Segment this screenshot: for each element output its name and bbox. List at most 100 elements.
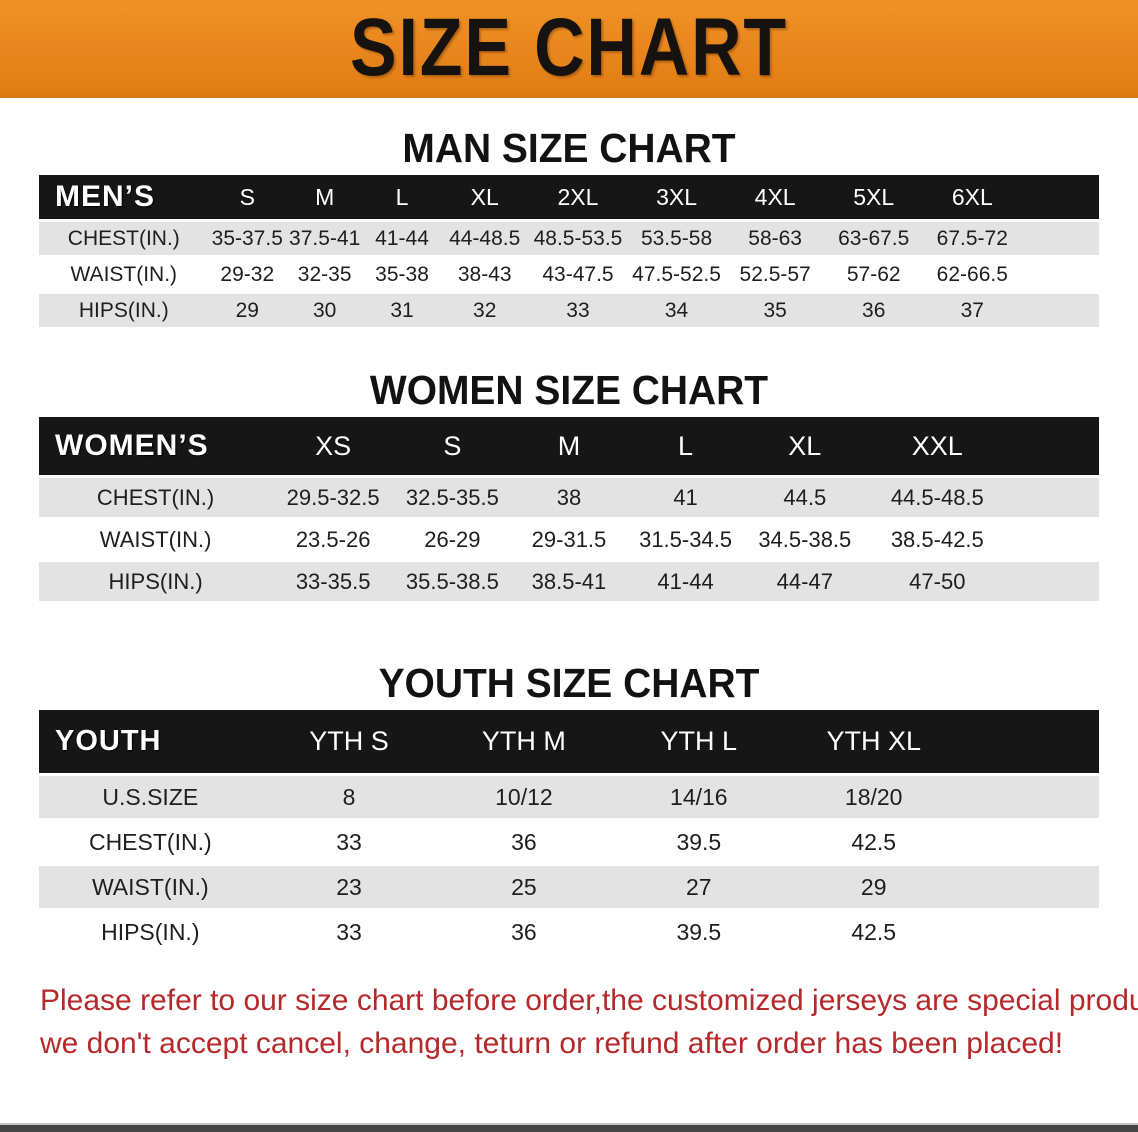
men-size-col-header: 2XL [528, 175, 628, 219]
men-header-row: MEN’S S M L XL 2XL 3XL 4XL 5XL 6XL [39, 175, 1099, 219]
cell: 37.5-41 [285, 222, 364, 255]
cell: 36 [436, 821, 612, 863]
cell: 33-35.5 [272, 562, 395, 601]
row-label: WAIST(IN.) [39, 258, 209, 291]
cell: 10/12 [436, 776, 612, 818]
spacer-cell [1021, 258, 1099, 291]
row-label: CHEST(IN.) [39, 222, 209, 255]
spacer-cell [1008, 478, 1099, 517]
cell: 34 [627, 294, 726, 327]
row-label: WAIST(IN.) [39, 866, 262, 908]
cell: 36 [436, 911, 612, 953]
row-label: HIPS(IN.) [39, 294, 209, 327]
men-size-col-header: 5XL [824, 175, 923, 219]
banner: SIZE CHART [0, 0, 1138, 98]
cell: 34.5-38.5 [743, 520, 866, 559]
cell: 35-38 [363, 258, 441, 291]
order-notice: Please refer to our size chart before or… [40, 980, 1138, 1065]
youth-size-col-header: YTH L [611, 710, 787, 773]
cell: 32 [440, 294, 529, 327]
row-label: HIPS(IN.) [39, 911, 262, 953]
men-size-col-header: 6XL [923, 175, 1022, 219]
cell: 63-67.5 [824, 222, 923, 255]
youth-section-heading: YOUTH SIZE CHART [378, 660, 760, 706]
cell: 29 [786, 866, 962, 908]
women-size-col-header: XL [743, 417, 866, 475]
cell: 23.5-26 [272, 520, 395, 559]
cell: 27 [611, 866, 787, 908]
man-section-heading: MAN SIZE CHART [402, 125, 736, 171]
banner-title: SIZE CHART [350, 1, 788, 94]
cell: 31.5-34.5 [627, 520, 744, 559]
cell: 37 [923, 294, 1022, 327]
row-label: CHEST(IN.) [39, 821, 262, 863]
cell: 31 [363, 294, 441, 327]
row-label: HIPS(IN.) [39, 562, 273, 601]
spacer-cell [961, 776, 1099, 818]
youth-size-col-header: YTH M [436, 710, 612, 773]
spacer-cell [1021, 294, 1099, 327]
women-waist-row: WAIST(IN.) 23.5-26 26-29 29-31.5 31.5-34… [39, 520, 1099, 559]
cell: 53.5-58 [627, 222, 726, 255]
women-chest-row: CHEST(IN.) 29.5-32.5 32.5-35.5 38 41 44.… [39, 478, 1099, 517]
cell: 29.5-32.5 [272, 478, 395, 517]
cell: 39.5 [611, 821, 787, 863]
spacer-cell [961, 911, 1099, 953]
youth-size-col-header: YTH S [261, 710, 437, 773]
spacer-cell [1008, 520, 1099, 559]
youth-table-label: YOUTH [39, 710, 262, 773]
cell: 41-44 [627, 562, 744, 601]
men-size-col-header: S [208, 175, 286, 219]
youth-header-row: YOUTH YTH S YTH M YTH L YTH XL [39, 710, 1099, 773]
cell: 57-62 [824, 258, 923, 291]
cell: 33 [528, 294, 628, 327]
cell: 29-31.5 [510, 520, 628, 559]
spacer-cell [1021, 222, 1099, 255]
cell: 38.5-41 [510, 562, 628, 601]
men-size-col-header: 4XL [725, 175, 825, 219]
notice-line-2: we don't accept cancel, change, teturn o… [40, 1026, 1064, 1060]
women-size-col-header: XS [272, 417, 395, 475]
cell: 18/20 [786, 776, 962, 818]
cell: 38 [510, 478, 628, 517]
cell: 67.5-72 [923, 222, 1022, 255]
youth-chest-row: CHEST(IN.) 33 36 39.5 42.5 [39, 821, 1099, 863]
women-size-col-header: L [627, 417, 744, 475]
cell: 30 [285, 294, 364, 327]
men-size-col-header: M [285, 175, 364, 219]
spacer-cell [1021, 175, 1099, 219]
cell: 48.5-53.5 [528, 222, 628, 255]
cell: 41-44 [363, 222, 441, 255]
youth-size-col-header: YTH XL [786, 710, 962, 773]
women-size-col-header: M [510, 417, 628, 475]
cell: 52.5-57 [725, 258, 825, 291]
cell: 14/16 [611, 776, 787, 818]
row-label: CHEST(IN.) [39, 478, 273, 517]
cell: 33 [261, 911, 437, 953]
cell: 41 [627, 478, 744, 517]
youth-size-table: YOUTH YTH S YTH M YTH L YTH XL U.S.SIZE … [39, 707, 1099, 956]
women-table-label: WOMEN’S [39, 417, 273, 475]
spacer-cell [961, 710, 1099, 773]
cell: 26-29 [394, 520, 511, 559]
men-waist-row: WAIST(IN.) 29-32 32-35 35-38 38-43 43-47… [39, 258, 1099, 291]
women-hips-row: HIPS(IN.) 33-35.5 35.5-38.5 38.5-41 41-4… [39, 562, 1099, 601]
men-hips-row: HIPS(IN.) 29 30 31 32 33 34 35 36 37 [39, 294, 1099, 327]
men-table-label: MEN’S [39, 175, 209, 219]
cell: 38-43 [440, 258, 529, 291]
cell: 44.5 [743, 478, 866, 517]
cell: 38.5-42.5 [865, 520, 1009, 559]
women-section-heading: WOMEN SIZE CHART [369, 367, 769, 413]
cell: 47.5-52.5 [627, 258, 726, 291]
women-size-col-header: S [394, 417, 511, 475]
cell: 42.5 [786, 911, 962, 953]
notice-line-1: Please refer to our size chart before or… [40, 984, 1138, 1017]
men-chest-row: CHEST(IN.) 35-37.5 37.5-41 41-44 44-48.5… [39, 222, 1099, 255]
row-label: U.S.SIZE [39, 776, 262, 818]
cell: 36 [824, 294, 923, 327]
cell: 35-37.5 [208, 222, 286, 255]
cell: 42.5 [786, 821, 962, 863]
row-label: WAIST(IN.) [39, 520, 273, 559]
cell: 23 [261, 866, 437, 908]
